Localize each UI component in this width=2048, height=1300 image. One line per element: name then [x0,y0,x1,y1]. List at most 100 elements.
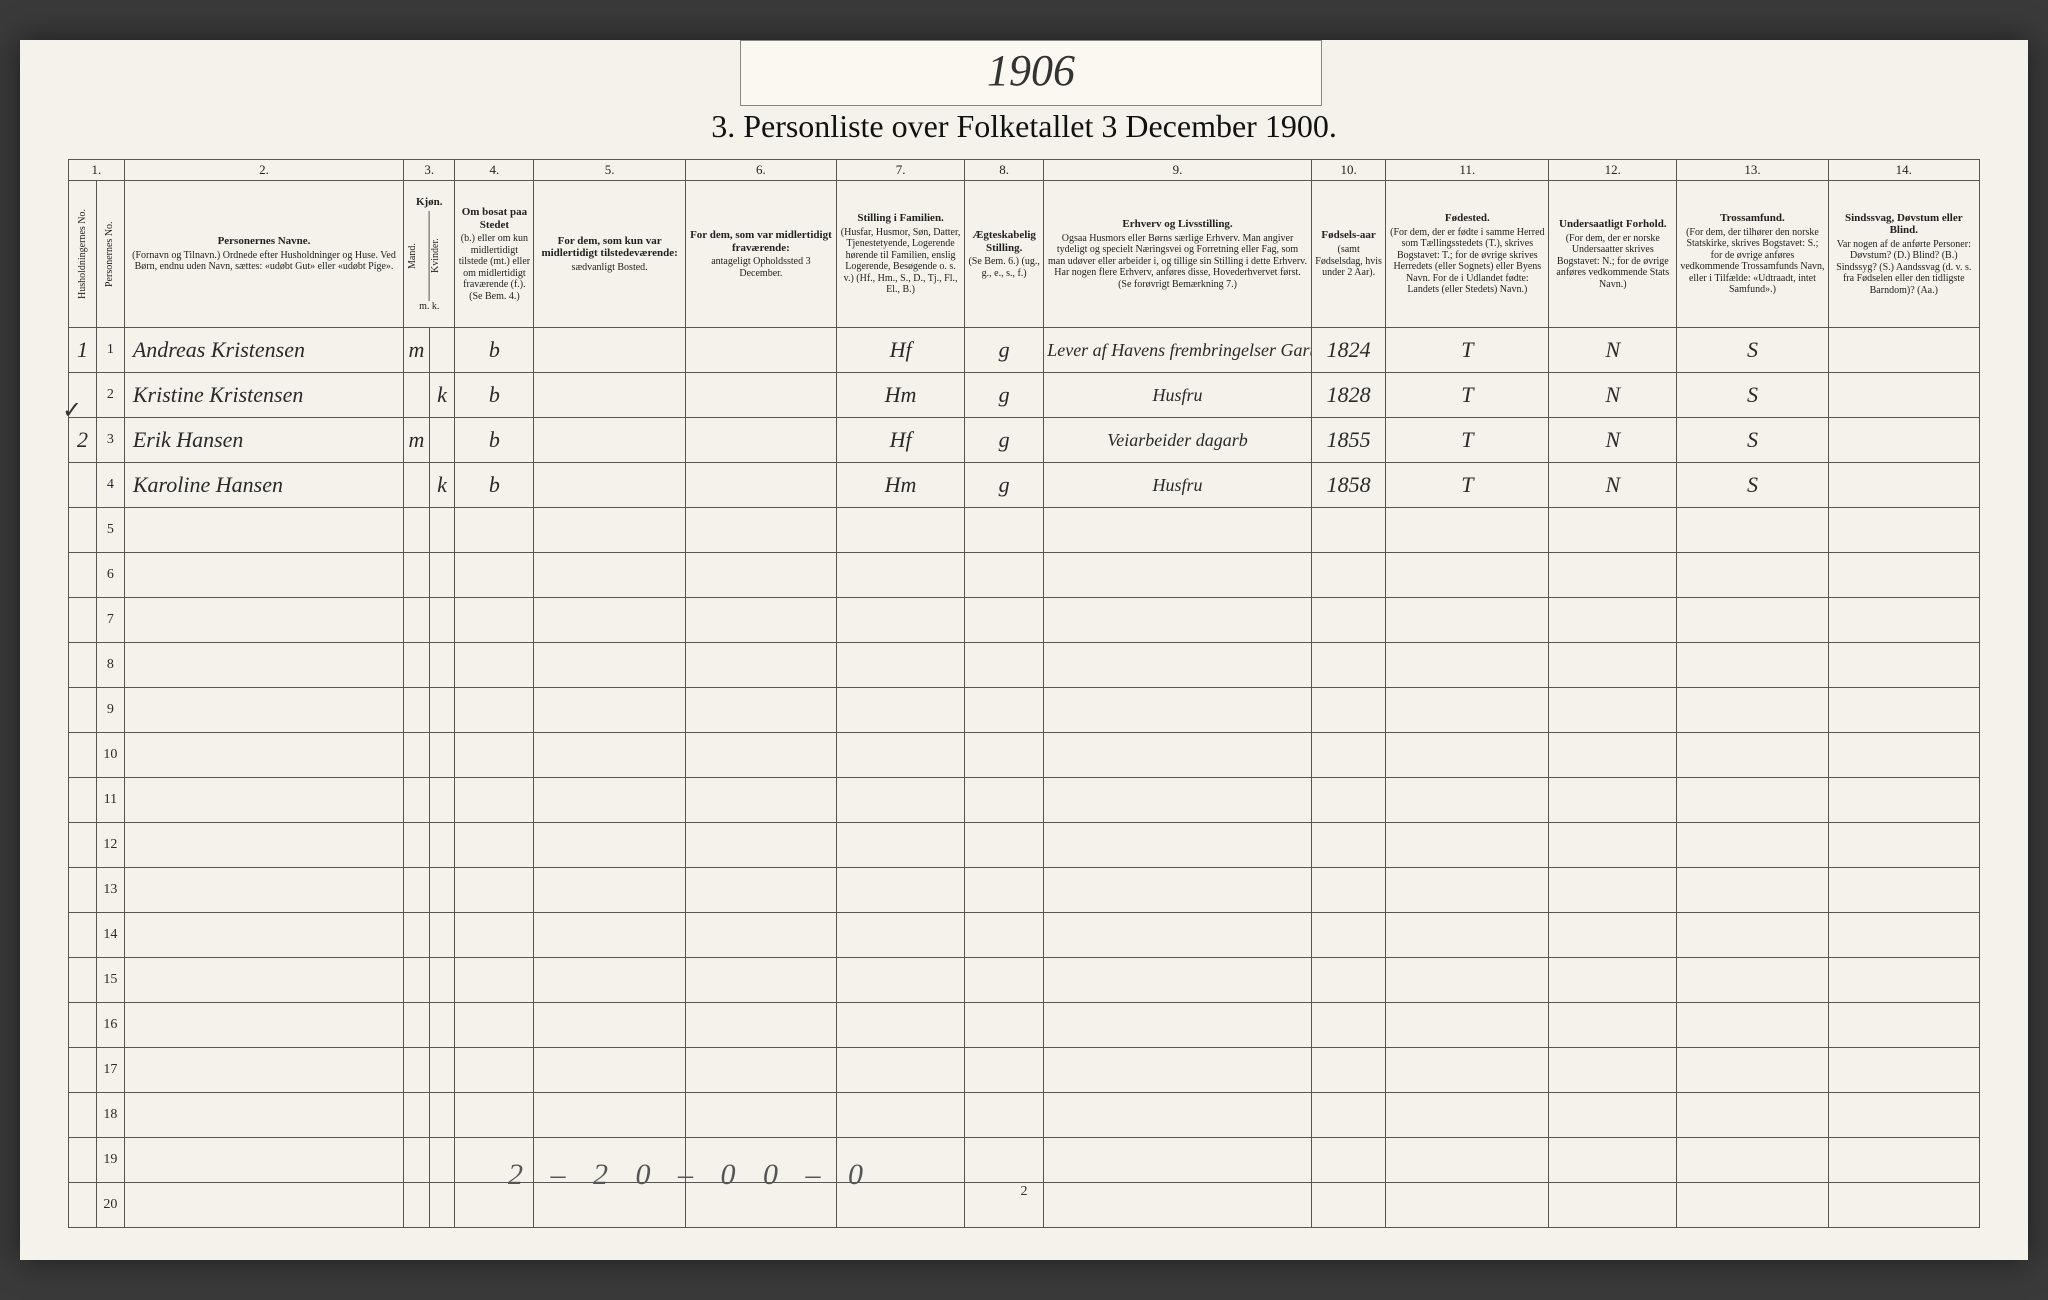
hdr-nationality-main: Undersaatligt Forhold. [1552,218,1673,231]
cell-blank [429,1003,455,1048]
hdr-disability-sub: Var nogen af de anførte Personer: Døvstu… [1836,239,1971,296]
cell-nat: N [1549,373,1677,418]
cell-blank [124,508,403,553]
cell-blank [1386,643,1549,688]
cell-blank [404,958,430,1003]
cell-fam: Hm [837,463,965,508]
cell-blank [685,778,836,823]
cell-rel: S [1677,463,1828,508]
cell-blank [1311,1138,1385,1183]
table-row-blank: 5 [69,508,1980,553]
cell-mar: g [965,373,1044,418]
cell-blank [965,1048,1044,1093]
hdr-birth-year-sub: (samt Fødselsdag, hvis under 2 Aar). [1315,244,1382,278]
cell-blank [404,1093,430,1138]
cell-blank: 16 [96,1003,124,1048]
cell-blank [837,643,965,688]
cell-blank [124,1138,403,1183]
cell-blank [534,958,685,1003]
cell-blank [1311,868,1385,913]
cell-blank [124,823,403,868]
cell-blank [534,913,685,958]
hdr-family-pos-main: Stilling i Familien. [840,212,961,225]
cell-blank [1828,823,1979,868]
hdr-disability-main: Sindssvag, Døvstum eller Blind. [1832,212,1976,237]
hdr-marital-sub: (Se Bem. 6.) (ug., g., e., s., f.) [968,256,1039,279]
cell-blank [1828,1093,1979,1138]
cell-blank [965,508,1044,553]
cell-blank [1386,688,1549,733]
cell-blank: 17 [96,1048,124,1093]
cell-blank [69,958,97,1003]
cell-blank [1044,868,1312,913]
cell-name: Andreas Kristensen [124,328,403,373]
table-row-blank: 10 [69,733,1980,778]
cell-blank [534,1093,685,1138]
cell-blank: 7 [96,598,124,643]
cell-blank [837,733,965,778]
header-row: Husholdningernes No. Personernes No. Per… [69,181,1980,328]
cell-res: b [455,328,534,373]
cell-blank [1311,598,1385,643]
cell-blank [1549,598,1677,643]
cell-blank [124,913,403,958]
cell-blank [1677,823,1828,868]
hdr-religion-main: Trossamfund. [1680,212,1824,225]
cell-blank: 13 [96,868,124,913]
cell-hh [69,463,97,508]
cell-fam: Hf [837,418,965,463]
cell-blank [429,913,455,958]
cell-blank [685,1093,836,1138]
cell-blank [429,1183,455,1228]
hdr-birth-year-main: Fødsels-aar [1315,229,1382,242]
colnum-4: 4. [455,160,534,181]
cell-blank [1311,733,1385,778]
cell-blank [124,778,403,823]
hdr-occupation-main: Erhverv og Livsstilling. [1047,218,1308,231]
cell-blank [965,1183,1044,1228]
cell-blank: 19 [96,1138,124,1183]
cell-blank [837,1093,965,1138]
colnum-12: 12. [1549,160,1677,181]
cell-blank [1044,1093,1312,1138]
cell-name: Erik Hansen [124,418,403,463]
cell-blank [534,643,685,688]
cell-blank [534,823,685,868]
cell-blank [1386,553,1549,598]
cell-blank [685,553,836,598]
census-table: 1. 2. 3. 4. 5. 6. 7. 8. 9. 10. 11. 12. 1… [68,159,1980,1228]
cell-blank [1677,958,1828,1003]
cell-blank [1549,1048,1677,1093]
cell-nat: N [1549,418,1677,463]
cell-blank [1677,733,1828,778]
cell-blank [69,1183,97,1228]
cell-blank [455,688,534,733]
table-row: 4Karoline HansenkbHmgHusfru1858TNS [69,463,1980,508]
colnum-1: 1. [69,160,125,181]
cell-blank [1311,643,1385,688]
cell-sex_k: k [429,463,455,508]
cell-blank [837,688,965,733]
cell-blank: 20 [96,1183,124,1228]
cell-blank [685,598,836,643]
cell-blank [534,868,685,913]
cell-born: T [1386,373,1549,418]
hdr-sex-m: Mand. [407,211,430,301]
cell-blank [1311,508,1385,553]
hdr-household-no: Husholdningernes No. [69,181,97,328]
cell-blank [534,598,685,643]
cell-blank [1549,778,1677,823]
hdr-residence-main: Om bosat paa Stedet [458,206,530,231]
cell-blank [404,1183,430,1228]
cell-blank [837,1003,965,1048]
cell-blank [455,1003,534,1048]
cell-blank [965,958,1044,1003]
cell-blank [1311,958,1385,1003]
cell-blank [1677,598,1828,643]
hdr-occupation-sub: Ogsaa Husmors eller Børns særlige Erhver… [1048,233,1307,290]
hdr-occupation: Erhverv og Livsstilling. Ogsaa Husmors e… [1044,181,1312,328]
cell-blank [685,958,836,1003]
cell-blank [1828,598,1979,643]
cell-blank: 18 [96,1093,124,1138]
hdr-residence-sub: (b.) eller om kun midlertidigt tilstede … [459,233,530,302]
